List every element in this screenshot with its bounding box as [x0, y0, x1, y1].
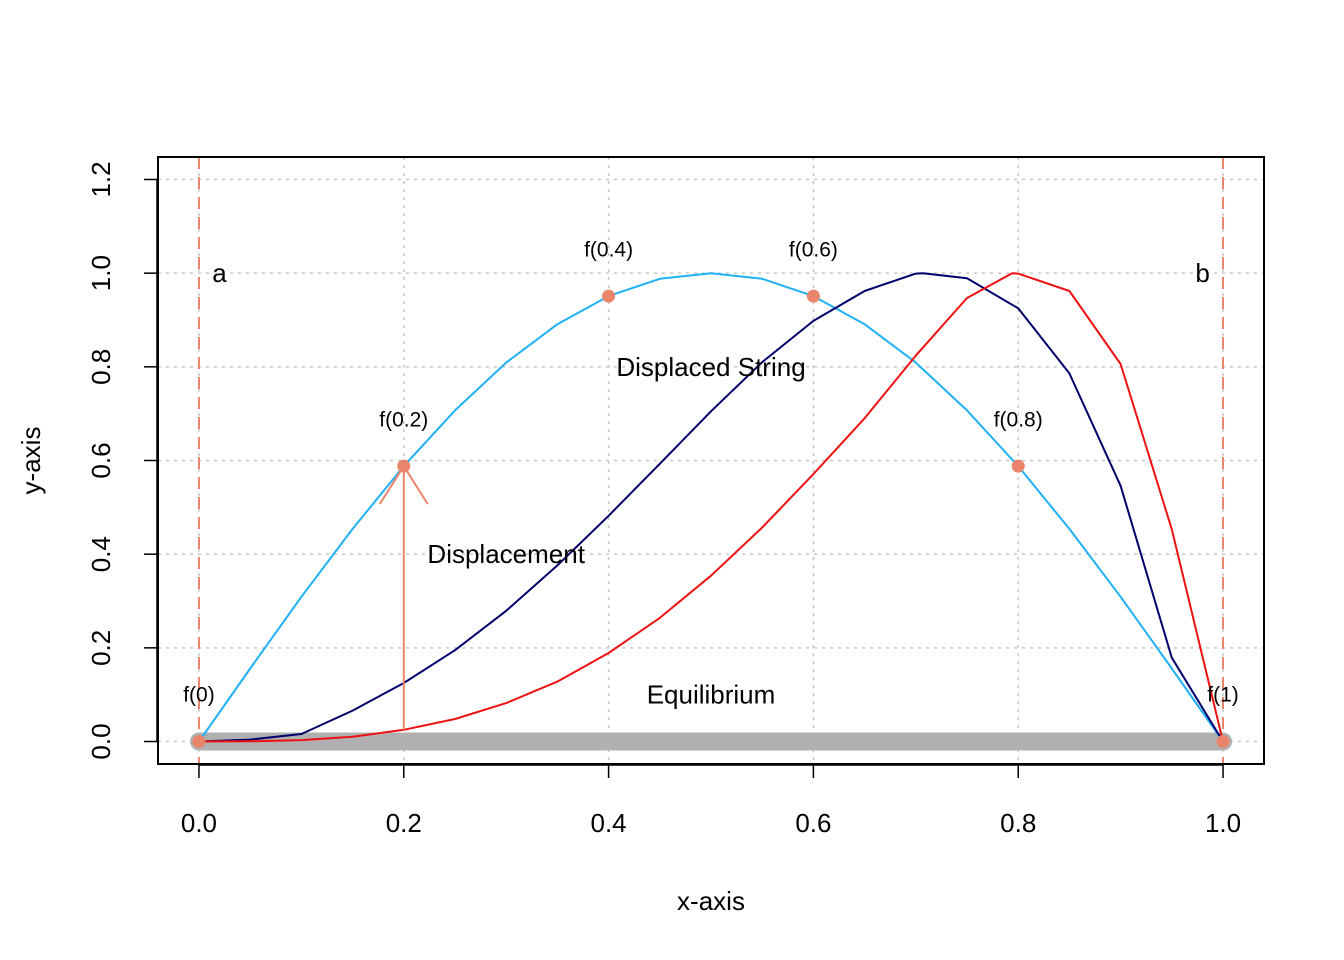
x-tick-label: 0.4 [591, 808, 627, 838]
point-label: f(0.4) [584, 238, 633, 261]
annotation-text: a [212, 258, 227, 288]
point-marker [1011, 459, 1025, 473]
grid-lines [158, 157, 1264, 764]
x-tick-label: 0.2 [386, 808, 422, 838]
y-tick-label: 1.0 [86, 255, 116, 291]
y-tick-label: 1.2 [86, 161, 116, 197]
x-axis: 0.0 0.2 0.4 0.6 0.8 1.0 [181, 764, 1241, 838]
x-axis-label: x-axis [677, 886, 745, 916]
displacement-arrow [378, 464, 429, 730]
point-label: f(0.8) [994, 408, 1043, 431]
point-label: f(0.6) [789, 238, 838, 261]
y-tick-label: 0.8 [86, 349, 116, 385]
x-tick-label: 1.0 [1205, 808, 1241, 838]
x-tick-label: 0.6 [795, 808, 831, 838]
y-tick-label: 0.4 [86, 536, 116, 572]
annotation-text: Displacement [427, 539, 585, 569]
point-marker [397, 459, 411, 473]
x-tick-label: 0.0 [181, 808, 217, 838]
annotation-text: Equilibrium [647, 680, 776, 710]
point-labels: f(0) f(0.2) f(0.4) f(0.6) f(0.8) f(1) [183, 238, 1239, 706]
point-label: f(0.2) [379, 408, 428, 431]
point-label: f(0) [183, 684, 215, 707]
annotation-text: Displaced String [616, 352, 805, 382]
y-axis: 0.0 0.2 0.4 0.6 0.8 1.0 1.2 [86, 161, 158, 760]
point-marker [192, 735, 206, 749]
point-markers [192, 289, 1230, 749]
point-label: f(1) [1207, 684, 1239, 707]
boundary-lines [197, 157, 1225, 764]
series-lines [198, 272, 1224, 743]
point-marker [806, 289, 820, 303]
annotation-text: b [1195, 258, 1209, 288]
point-marker [1216, 735, 1230, 749]
series-line [198, 272, 1224, 743]
y-tick-label: 0.0 [86, 723, 116, 759]
x-tick-label: 0.8 [1000, 808, 1036, 838]
point-marker [602, 289, 616, 303]
series-line [198, 272, 1224, 743]
y-tick-label: 0.6 [86, 442, 116, 478]
annotations: a b Displaced String Displacement Equilibriu… [212, 258, 1210, 710]
series-line [198, 272, 1224, 743]
y-tick-label: 0.2 [86, 630, 116, 666]
y-axis-label: y-axis [16, 427, 46, 495]
